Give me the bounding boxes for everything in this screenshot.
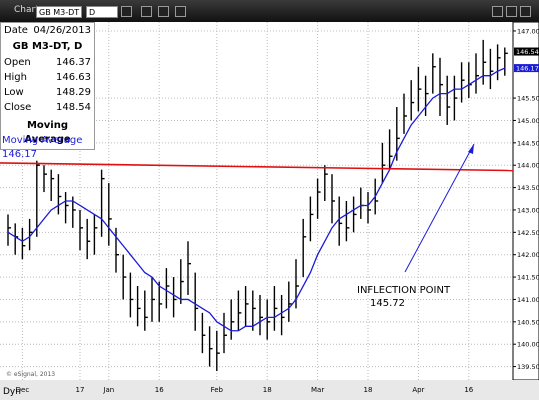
y-tick-label: 140.00 — [517, 341, 539, 349]
value: 146.17 — [2, 149, 37, 160]
annotation-arrow — [404, 143, 475, 273]
close-button[interactable] — [520, 6, 531, 17]
x-tick-label: Mar — [311, 386, 324, 394]
price-marker — [514, 64, 539, 73]
x-tick-label: Jan — [102, 386, 114, 394]
x-tick-label: 18 — [263, 386, 272, 394]
y-tick-label: 142.00 — [517, 251, 539, 259]
x-tick-label: Feb — [211, 386, 224, 394]
ohlc-row: Close 148.54 — [4, 101, 91, 115]
x-tick-label: 16 — [464, 386, 473, 394]
ohlc-row: Open 146.37 — [4, 56, 91, 70]
toolbar-button[interactable] — [141, 6, 152, 17]
trendline — [0, 162, 514, 172]
interval-input[interactable]: D — [86, 6, 118, 18]
study-row: Moving Average 146.17 — [2, 134, 91, 160]
time-axis — [0, 380, 539, 400]
label: Open — [4, 57, 31, 68]
toolbar: Chart GB M3-DT D — [0, 0, 539, 22]
copyright: © eSignal, 2013 — [6, 371, 55, 378]
value: 146.37 — [56, 57, 91, 68]
value: 04/26/2013 — [33, 25, 91, 36]
y-tick-label: 145.00 — [517, 117, 539, 125]
y-tick-label: 145.50 — [517, 95, 539, 103]
minimize-button[interactable] — [492, 6, 503, 17]
label: High — [4, 72, 27, 83]
date-row: Date 04/26/2013 — [4, 24, 91, 38]
x-tick-label: Apr — [412, 386, 424, 394]
y-tick-label: 141.50 — [517, 274, 539, 282]
price-marker — [514, 47, 539, 56]
annotation-value: 145.72 — [370, 298, 405, 309]
toolbar-button[interactable] — [175, 6, 186, 17]
y-tick-label: 144.50 — [517, 139, 539, 147]
window-title: Chart — [14, 5, 39, 15]
price-marker-label: 146.54 — [516, 48, 539, 56]
value: 148.54 — [56, 102, 91, 113]
x-tick-label: 16 — [155, 386, 164, 394]
toolbar-button[interactable] — [158, 6, 169, 17]
price-axis — [512, 22, 539, 381]
value: 148.29 — [56, 87, 91, 98]
y-tick-label: 143.50 — [517, 184, 539, 192]
moving-average-line — [7, 67, 506, 332]
price-marker-label: 146.17 — [516, 65, 539, 73]
symbol-line: GB M3-DT, D — [12, 41, 83, 52]
toolbar-button[interactable] — [121, 6, 132, 17]
arrow-head — [468, 144, 474, 154]
annotation-text: INFLECTION POINT — [357, 285, 451, 296]
symbol-input[interactable]: GB M3-DT — [36, 6, 82, 18]
x-tick-label: Dec — [16, 386, 30, 394]
y-tick-label: 143.00 — [517, 206, 539, 214]
data-window: Date 04/26/2013 GB M3-DT, D Open 146.37 Hig… — [0, 22, 95, 160]
label: Moving Average — [2, 135, 83, 146]
axis-mode[interactable]: Dyn — [3, 387, 21, 397]
y-tick-label: 147.00 — [517, 27, 539, 35]
value: 146.63 — [56, 72, 91, 83]
label: Close — [4, 102, 32, 113]
ohlc-row: Low 148.29 — [4, 86, 91, 100]
maximize-button[interactable] — [506, 6, 517, 17]
y-tick-label: 139.50 — [517, 363, 539, 371]
ohlc-row: High 146.63 — [4, 71, 91, 85]
label: Date — [4, 25, 28, 36]
y-tick-label: 140.50 — [517, 318, 539, 326]
y-tick-label: 142.50 — [517, 229, 539, 237]
study-title: Moving Average — [24, 120, 71, 145]
x-tick-label: 18 — [364, 386, 373, 394]
y-tick-label: 141.00 — [517, 296, 539, 304]
x-tick-label: 17 — [76, 386, 85, 394]
label: Low — [4, 87, 24, 98]
y-tick-label: 144.00 — [517, 162, 539, 170]
